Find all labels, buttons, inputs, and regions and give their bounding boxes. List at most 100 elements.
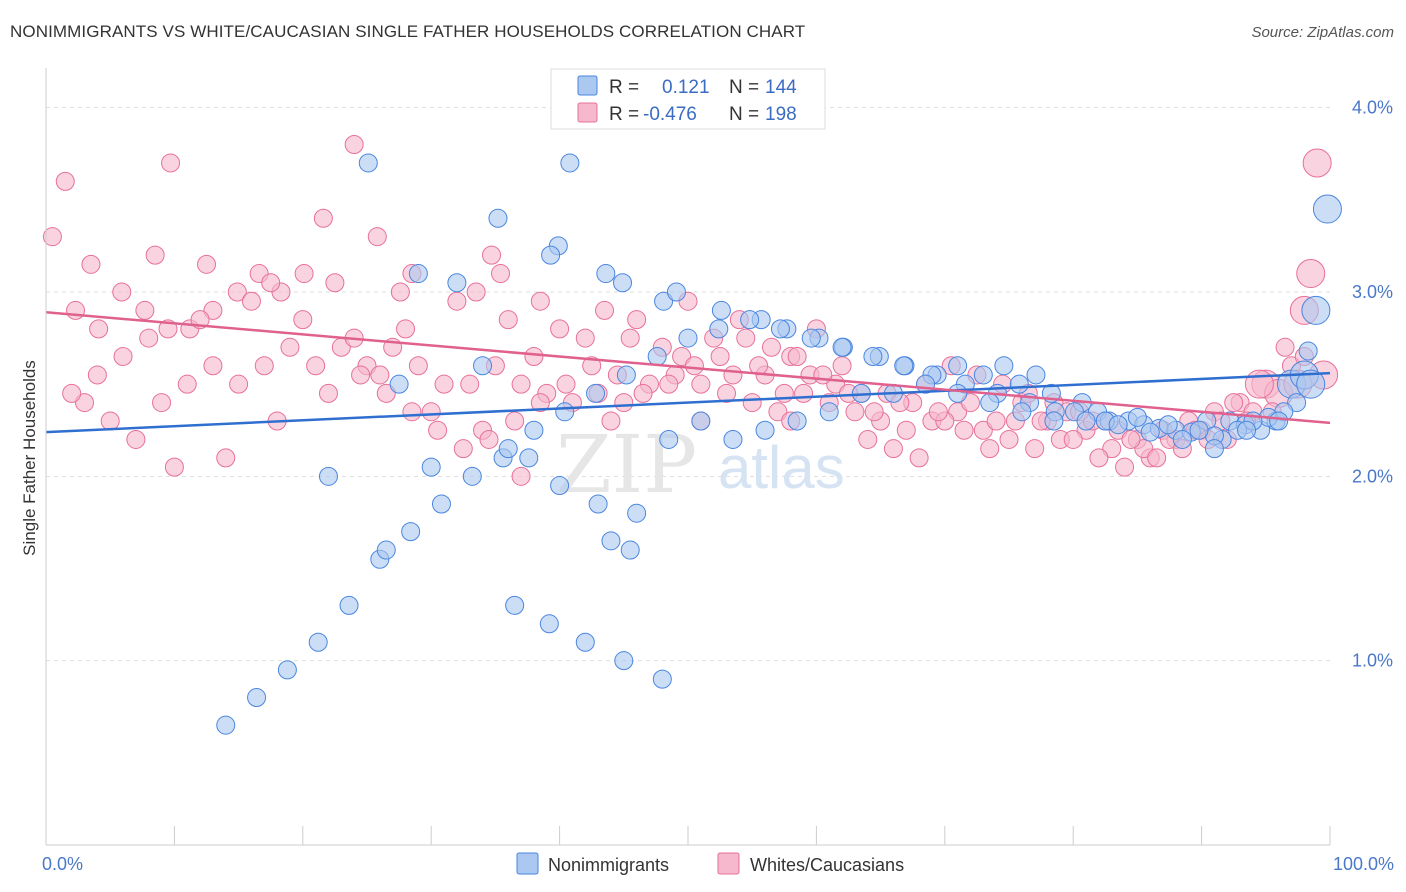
legend-n-value-whites: 198 bbox=[765, 104, 797, 125]
whites-point bbox=[883, 439, 903, 459]
whites-point bbox=[1302, 148, 1332, 178]
nonimmigrants-point bbox=[787, 411, 807, 431]
nonimmigrants-point bbox=[740, 310, 760, 330]
watermark-zip: ZIP bbox=[556, 418, 697, 511]
whites-point bbox=[556, 374, 576, 394]
nonimmigrants-point bbox=[652, 669, 672, 689]
whites-point bbox=[293, 310, 313, 330]
nonimmigrants-point bbox=[1237, 420, 1257, 440]
nonimmigrants-point bbox=[541, 245, 561, 265]
whites-point bbox=[402, 402, 422, 422]
whites-point bbox=[306, 356, 326, 376]
whites-point bbox=[75, 393, 95, 413]
whites-point bbox=[864, 402, 884, 422]
nonimmigrants-point bbox=[613, 273, 633, 293]
bottom-legend-whites: Whites/Caucasians bbox=[750, 855, 904, 875]
whites-point bbox=[832, 356, 852, 376]
nonimmigrants-point bbox=[973, 365, 993, 385]
whites-point bbox=[498, 310, 518, 330]
nonimmigrants-point bbox=[616, 365, 636, 385]
nonimmigrants-point bbox=[691, 411, 711, 431]
whites-point bbox=[845, 402, 865, 422]
y-tick-label: 4.0% bbox=[1352, 98, 1393, 118]
whites-point bbox=[954, 420, 974, 440]
whites-point bbox=[1089, 448, 1109, 468]
nonimmigrants-point bbox=[1009, 374, 1029, 394]
whites-point bbox=[261, 273, 281, 293]
axes bbox=[45, 68, 1331, 846]
whites-point bbox=[396, 319, 416, 339]
nonimmigrants-point bbox=[519, 448, 539, 468]
nonimmigrants-point bbox=[1296, 369, 1326, 399]
nonimmigrants-point bbox=[1026, 365, 1046, 385]
whites-point bbox=[370, 365, 390, 385]
nonimmigrants-point bbox=[1158, 415, 1178, 435]
whites-point bbox=[453, 439, 473, 459]
whites-point bbox=[710, 347, 730, 367]
y-tick-label: 1.0% bbox=[1352, 651, 1393, 671]
nonimmigrants-point bbox=[308, 632, 328, 652]
whites-point bbox=[575, 328, 595, 348]
whites-point bbox=[161, 153, 181, 173]
nonimmigrants-point bbox=[389, 374, 409, 394]
x-tick-label-min: 0.0% bbox=[42, 854, 83, 874]
whites-point bbox=[1025, 439, 1045, 459]
whites-point bbox=[126, 429, 146, 449]
whites-point bbox=[595, 300, 615, 320]
nonimmigrants-point bbox=[994, 356, 1014, 376]
whites-point bbox=[344, 135, 364, 155]
nonimmigrants-point bbox=[376, 540, 396, 560]
y-tick-label: 2.0% bbox=[1352, 466, 1393, 486]
legend-swatch-nonimmigrants bbox=[577, 75, 598, 96]
nonimmigrants-point bbox=[1108, 415, 1128, 435]
whites-point bbox=[216, 448, 236, 468]
whites-point bbox=[325, 273, 345, 293]
x-tick-label-max: 100.0% bbox=[1333, 854, 1394, 874]
nonimmigrants-point bbox=[216, 715, 236, 735]
whites-point bbox=[736, 328, 756, 348]
whites-point bbox=[466, 282, 486, 302]
whites-point bbox=[1296, 259, 1326, 289]
chart-title: NONIMMIGRANTS VS WHITE/CAUCASIAN SINGLE … bbox=[10, 22, 806, 41]
whites-point bbox=[421, 402, 441, 422]
nonimmigrants-point bbox=[1127, 407, 1147, 427]
nonimmigrants-point bbox=[678, 328, 698, 348]
legend-n-value-nonimmigrants: 144 bbox=[765, 77, 797, 98]
whites-point bbox=[794, 383, 814, 403]
legend-n-label-1: N = bbox=[729, 77, 759, 98]
watermark: ZIP atlas bbox=[556, 418, 845, 511]
whites-point bbox=[909, 448, 929, 468]
nonimmigrants-point bbox=[1172, 429, 1192, 449]
whites-point bbox=[691, 374, 711, 394]
nonimmigrants-point bbox=[596, 264, 616, 284]
whites-point bbox=[81, 254, 101, 274]
whites-point bbox=[390, 282, 410, 302]
whites-point bbox=[229, 374, 249, 394]
nonimmigrants-point bbox=[755, 420, 775, 440]
trend-lines bbox=[45, 311, 1331, 434]
whites-point bbox=[294, 264, 314, 284]
whites-point bbox=[1134, 439, 1154, 459]
whites-point bbox=[227, 282, 247, 302]
nonimmigrants-point bbox=[560, 153, 580, 173]
whites-point bbox=[620, 328, 640, 348]
whites-point bbox=[986, 411, 1006, 431]
nonimmigrants-point bbox=[462, 466, 482, 486]
whites-point bbox=[960, 393, 980, 413]
whites-point bbox=[550, 319, 570, 339]
whites-point bbox=[858, 429, 878, 449]
whites-point bbox=[491, 264, 511, 284]
legend-r-label-2: R = bbox=[609, 104, 639, 125]
whites-point bbox=[177, 374, 197, 394]
whites-point bbox=[1275, 337, 1295, 357]
bottom-legend-swatch-whites bbox=[717, 852, 740, 875]
nonimmigrants-point bbox=[770, 319, 790, 339]
nonimmigrants-point bbox=[948, 356, 968, 376]
nonimmigrants-point bbox=[431, 494, 451, 514]
whites-point bbox=[135, 300, 155, 320]
whites-point bbox=[139, 328, 159, 348]
whites-point bbox=[318, 383, 338, 403]
whites-point bbox=[928, 402, 948, 422]
whites-point bbox=[145, 245, 165, 265]
